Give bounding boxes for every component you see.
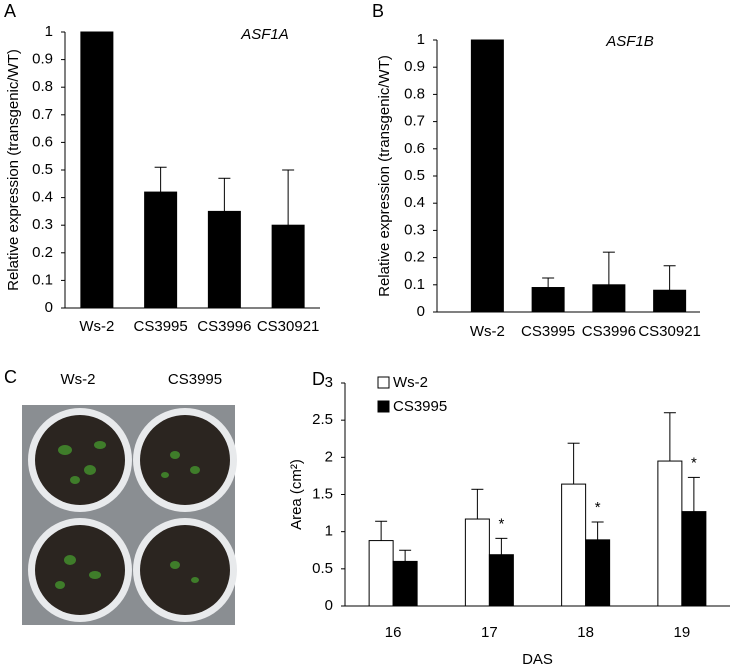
y-tick-label: 0.5 [404,167,425,184]
legend-swatch [377,400,390,413]
bar [592,284,626,313]
y-tick-label: 0.2 [32,244,53,261]
significance: * [595,499,601,516]
significance: * [498,515,504,532]
bar [531,287,565,313]
y-tick-label: 0.5 [312,560,333,577]
x-tick-label: CS3996 [582,323,636,340]
y-tick-label: 0.5 [32,161,53,178]
bar [488,554,514,607]
photo [22,405,237,625]
bar [271,224,305,309]
legend-label: CS3995 [393,398,447,415]
x-tick-label: 17 [481,624,498,641]
x-axis-label: DAS [522,651,553,667]
y-tick-label: 0.6 [32,133,53,150]
y-tick-label: 0.7 [404,113,425,130]
x-tick-label: CS3996 [197,318,251,335]
x-tick-label: 19 [674,624,691,641]
y-tick-label: 0 [45,299,53,316]
bar [392,560,418,607]
y-axis-label: Relative expression (transgenic/WT) [376,55,393,297]
bar [657,460,683,607]
panel-label: C [4,367,17,387]
x-tick-label: 16 [385,624,402,641]
y-tick-label: 1 [45,23,53,40]
panel-label: A [4,1,16,21]
bar [464,518,490,607]
panel-label: B [372,1,384,21]
y-tick-label: 0.4 [404,194,425,211]
y-tick-label: 0.3 [32,216,53,233]
x-tick-label: CS3995 [521,323,575,340]
bar [681,511,707,607]
y-tick-label: 1 [417,31,425,48]
y-tick-label: 0.2 [404,249,425,266]
y-tick-label: 0.7 [32,106,53,123]
y-tick-label: 0.8 [404,85,425,102]
y-tick-label: 2 [325,448,333,465]
x-tick-label: CS3995 [134,318,188,335]
bar [207,210,241,309]
y-tick-label: 2.5 [312,411,333,428]
bar [144,191,178,309]
bar [561,483,587,607]
y-tick-label: 0.8 [32,78,53,95]
chart-title: ASF1A [240,26,289,43]
y-tick-label: 3 [325,374,333,391]
legend-label: Ws-2 [393,374,428,391]
x-tick-label: CS30921 [257,318,320,335]
panel-label: D [312,369,325,389]
x-tick-label: 18 [577,624,594,641]
x-tick-label: CS30921 [638,323,701,340]
y-tick-label: 0.1 [32,271,53,288]
y-tick-label: 0.1 [404,276,425,293]
chart-title: ASF1B [605,33,654,50]
y-tick-label: 0.9 [32,51,53,68]
y-tick-label: 0.9 [404,58,425,75]
significance: * [691,454,697,471]
x-tick-label: Ws-2 [470,323,505,340]
y-tick-label: 0.4 [32,189,53,206]
y-tick-label: 1.5 [312,485,333,502]
bar [80,31,114,309]
y-tick-label: 0 [417,303,425,320]
y-tick-label: 0 [325,597,333,614]
bar [368,540,394,607]
y-tick-label: 0.3 [404,221,425,238]
y-axis-label: Relative expression (transgenic/WT) [5,49,22,291]
bar [470,39,504,313]
bar [585,539,611,607]
photo-label: CS3995 [168,371,222,388]
photo-label: Ws-2 [61,371,96,388]
x-tick-label: Ws-2 [79,318,114,335]
y-tick-label: 0.6 [404,140,425,157]
y-axis-label: Area (cm²) [288,459,305,530]
bar [653,289,687,313]
y-tick-label: 1 [325,523,333,540]
legend-swatch [377,376,390,389]
